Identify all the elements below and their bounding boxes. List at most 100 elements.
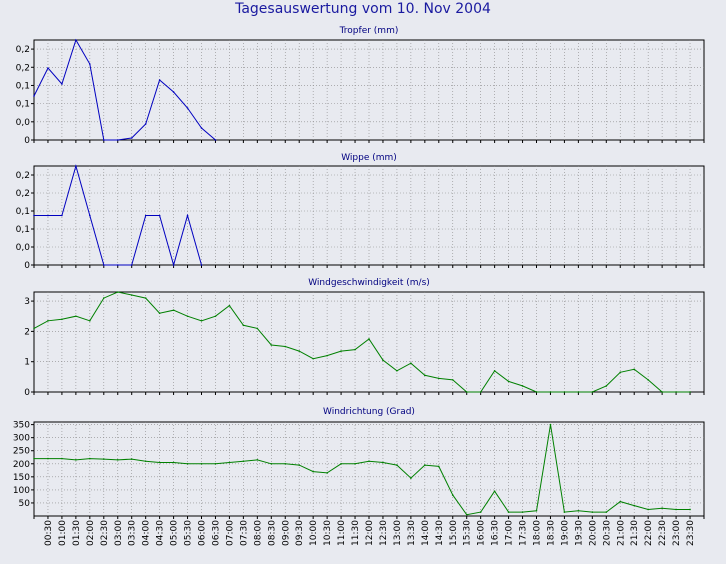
y-tick-label: 0 (24, 136, 30, 146)
page-title: Tagesauswertung vom 10. Nov 2004 (235, 1, 491, 17)
data-point (437, 465, 440, 468)
x-tick-label: 09:00 (281, 520, 291, 546)
data-point (633, 504, 636, 507)
data-point (47, 67, 49, 69)
x-tick-label: 12:30 (379, 520, 389, 546)
x-tick-label: 08:30 (267, 520, 277, 546)
x-tick-label: 21:30 (630, 520, 640, 546)
data-point (61, 457, 63, 460)
data-point (242, 324, 245, 327)
data-point (214, 462, 217, 465)
x-tick-label: 21:00 (616, 520, 626, 546)
data-point (493, 369, 496, 372)
data-point (465, 391, 468, 393)
data-point (89, 214, 91, 217)
data-point (591, 391, 594, 393)
chart-4: Windrichtung (Grad) 50 100 150 200 250 300 350 0… (13, 407, 705, 546)
data-point (647, 508, 649, 511)
data-point (340, 350, 342, 352)
data-point (33, 457, 35, 460)
data-point (61, 83, 63, 85)
data-point (493, 490, 496, 492)
x-tick-label: 22:30 (658, 520, 668, 546)
data-point (33, 327, 35, 330)
x-tick-label: 05:00 (170, 520, 180, 546)
x-tick-label: 11:00 (337, 520, 347, 546)
data-point (102, 139, 105, 141)
data-point (158, 214, 161, 217)
x-tick-label: 03:00 (114, 520, 124, 546)
y-tick-label: 0,2 (16, 45, 30, 55)
data-point (130, 294, 133, 296)
data-point (368, 338, 370, 340)
x-tick-label: 02:30 (100, 520, 110, 546)
x-tick-label: 22:00 (644, 520, 654, 546)
x-tick-label: 00:30 (44, 520, 54, 546)
data-point (102, 458, 105, 460)
x-tick-label: 14:30 (435, 520, 445, 546)
data-point (102, 264, 105, 266)
y-tick-label: 0,2 (16, 171, 30, 181)
y-tick-label: 0,1 (16, 100, 30, 110)
data-point (33, 95, 35, 97)
data-point (256, 459, 259, 461)
x-tick-label: 09:30 (295, 520, 305, 546)
x-tick-label: 16:30 (491, 520, 501, 546)
x-tick-label: 04:00 (142, 520, 152, 546)
x-tick-label: 16:00 (477, 520, 487, 546)
y-tick-label: 0,0 (16, 118, 31, 128)
data-point (270, 344, 273, 346)
y-tick-label: 300 (13, 434, 30, 444)
data-point (284, 462, 287, 465)
data-point (437, 377, 440, 380)
data-point (410, 477, 412, 479)
data-point (479, 511, 482, 513)
data-point (116, 291, 119, 293)
y-tick-label: 0,0 (16, 243, 31, 253)
plot-area (33, 421, 705, 517)
series-line-1 (34, 424, 690, 516)
y-tick-label: 100 (13, 486, 30, 496)
data-point (200, 462, 203, 465)
y-tick-label: 350 (13, 421, 30, 431)
x-tick-label: 14:00 (421, 520, 431, 546)
data-point (354, 462, 356, 465)
data-point (354, 348, 356, 351)
data-point (382, 359, 384, 361)
x-tick-label: 06:00 (198, 520, 208, 546)
x-tick-label: 08:00 (253, 520, 263, 546)
data-point (424, 464, 426, 466)
y-tick-label: 1 (24, 358, 30, 368)
x-tick-label: 20:00 (588, 520, 598, 546)
data-point (47, 319, 49, 322)
data-point (619, 500, 622, 503)
data-point (312, 357, 314, 360)
y-tick-label: 50 (19, 499, 31, 509)
chart-title: Windgeschwindigkeit (m/s) (308, 278, 430, 288)
x-tick-label: 15:30 (463, 520, 473, 546)
data-point (591, 511, 594, 513)
chart-title: Wippe (mm) (341, 153, 397, 163)
x-tick-label: 13:30 (407, 520, 417, 546)
chart-title: Tropfer (mm) (339, 26, 399, 36)
data-point (102, 297, 105, 299)
data-point (284, 345, 287, 348)
data-point (535, 391, 538, 393)
y-tick-label: 0,1 (16, 207, 30, 217)
x-tick-label: 20:30 (602, 520, 612, 546)
data-point (186, 462, 189, 465)
y-tick-label: 3 (24, 297, 30, 307)
data-point (396, 369, 398, 372)
data-point (661, 507, 663, 509)
x-tick-label: 01:00 (58, 520, 68, 546)
data-point (298, 350, 301, 352)
data-point (186, 107, 189, 109)
x-tick-label: 10:00 (309, 520, 319, 546)
y-tick-label: 0 (24, 261, 30, 271)
plot-area (33, 291, 705, 393)
data-point (47, 457, 49, 460)
series-line-1 (33, 291, 690, 393)
data-point (89, 457, 91, 460)
data-point (521, 511, 524, 513)
data-point (535, 509, 538, 512)
